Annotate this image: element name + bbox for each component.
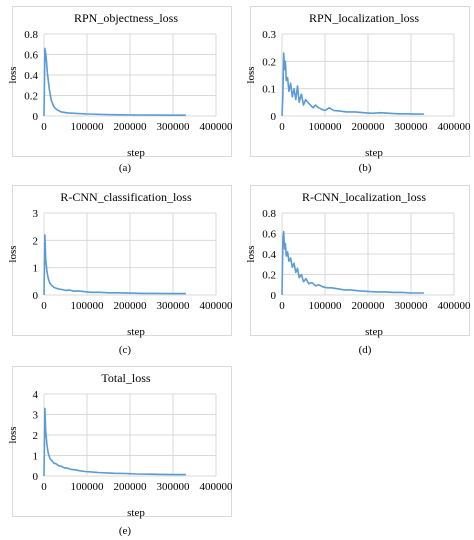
x-tick-label-e-2: 200000 (114, 481, 148, 493)
y-tick-label-e-1: 1 (33, 451, 39, 463)
x-tick-label-d-0: 0 (279, 300, 285, 312)
y-tick-label-b-1: 0.1 (262, 84, 276, 96)
y-tick-label-d-0: 0 (271, 290, 277, 302)
y-tick-label-e-2: 2 (33, 430, 39, 442)
x-tick-label-c-1: 100000 (71, 300, 105, 312)
chart-title-b: RPN_localization_loss (309, 11, 419, 25)
x-tick-label-b-4: 400000 (438, 121, 472, 133)
x-tick-label-a-1: 100000 (71, 121, 105, 133)
x-tick-label-d-1: 100000 (309, 300, 343, 312)
x-tick-label-e-4: 400000 (200, 481, 234, 493)
y-tick-label-c-2: 2 (33, 235, 39, 247)
x-tick-label-a-0: 0 (41, 121, 47, 133)
x-tick-label-a-2: 200000 (114, 121, 148, 133)
y-tick-label-d-2: 0.4 (262, 249, 276, 261)
x-tick-label-d-4: 400000 (438, 300, 472, 312)
chart-svg-d: R-CNN_localization_loss 0 100000 200000 3000… (245, 185, 472, 338)
caption-d: (d) (358, 344, 372, 356)
x-tick-label-a-3: 300000 (157, 121, 191, 133)
y-axis-label-e: loss (7, 426, 19, 443)
x-axis-label-d: step (365, 326, 383, 338)
x-tick-label-b-2: 200000 (352, 121, 386, 133)
y-tick-label-a-3: 0.6 (24, 50, 38, 62)
x-tick-label-e-0: 0 (41, 481, 47, 493)
series-line-d-0 (281, 230, 424, 296)
chart-svg-a: RPN_objectness_loss 0 100000 200000 300000 40… (7, 6, 234, 159)
chart-panel-d: R-CNN_localization_loss 0 100000 200000 3000… (245, 185, 472, 355)
series-line-b-0 (281, 52, 424, 117)
caption-e: (e) (118, 525, 132, 537)
y-tick-label-c-3: 3 (33, 208, 39, 220)
caption-c: (c) (118, 344, 132, 356)
x-tick-label-c-4: 400000 (200, 300, 234, 312)
x-tick-label-c-3: 300000 (157, 300, 191, 312)
chart-title-c: R-CNN_classification_loss (60, 190, 192, 204)
chart-frame-e (12, 366, 232, 517)
y-axis-label-b: loss (245, 66, 257, 83)
y-tick-label-a-2: 0.4 (24, 70, 38, 82)
y-tick-label-a-4: 0.8 (24, 29, 38, 41)
caption-b: (b) (358, 162, 372, 174)
y-axis-label-c: loss (7, 245, 19, 262)
y-tick-label-d-3: 0.6 (262, 229, 276, 241)
series-line-a-0 (43, 47, 186, 117)
y-tick-label-a-0: 0 (33, 111, 39, 123)
chart-panel-e: Total_loss 0 100000 200000 300000 400000 0 1 2 3 4… (7, 366, 234, 536)
x-axis-label-a: step (127, 147, 145, 159)
y-tick-label-b-3: 0.3 (262, 29, 276, 41)
chart-svg-b: RPN_localization_loss 0 100000 200000 300000… (245, 6, 472, 159)
y-tick-label-d-4: 0.8 (262, 208, 276, 220)
y-tick-label-e-0: 0 (33, 471, 39, 483)
y-tick-label-b-0: 0 (271, 111, 277, 123)
chart-title-a: RPN_objectness_loss (74, 11, 178, 25)
chart-panel-b: RPN_localization_loss 0 100000 200000 300000… (245, 6, 472, 176)
y-tick-label-b-2: 0.2 (262, 56, 276, 68)
x-axis-label-e: step (127, 507, 145, 519)
y-tick-label-c-0: 0 (33, 290, 39, 302)
chart-frame-b (250, 6, 470, 157)
x-tick-label-d-2: 200000 (352, 300, 386, 312)
series-line-c-0 (43, 234, 186, 296)
x-tick-label-b-3: 300000 (395, 121, 429, 133)
y-tick-label-a-1: 0.2 (24, 91, 38, 103)
y-tick-label-c-1: 1 (33, 263, 39, 275)
y-tick-label-e-3: 3 (33, 410, 39, 422)
chart-frame-d (250, 185, 470, 336)
chart-frame-a (12, 6, 232, 157)
x-tick-label-d-3: 300000 (395, 300, 429, 312)
y-tick-label-e-4: 4 (33, 389, 39, 401)
y-axis-label-d: loss (245, 245, 257, 262)
chart-frame-c (12, 185, 232, 336)
x-tick-label-b-1: 100000 (309, 121, 343, 133)
x-tick-label-c-0: 0 (41, 300, 47, 312)
series-line-e-0 (43, 407, 186, 477)
x-tick-label-c-2: 200000 (114, 300, 148, 312)
chart-svg-e: Total_loss 0 100000 200000 300000 400000 0 1 2 3 4… (7, 366, 234, 519)
chart-panel-a: RPN_objectness_loss 0 100000 200000 300000 40… (7, 6, 234, 176)
chart-title-e: Total_loss (101, 371, 150, 385)
x-tick-label-e-1: 100000 (71, 481, 105, 493)
x-tick-label-b-0: 0 (279, 121, 285, 133)
chart-title-d: R-CNN_localization_loss (302, 190, 426, 204)
x-tick-label-a-4: 400000 (200, 121, 234, 133)
y-tick-label-d-1: 0.2 (262, 270, 276, 282)
x-axis-label-c: step (127, 326, 145, 338)
caption-a: (a) (118, 162, 132, 174)
x-axis-label-b: step (365, 147, 383, 159)
y-axis-label-a: loss (7, 66, 19, 83)
x-tick-label-e-3: 300000 (157, 481, 191, 493)
chart-panel-c: R-CNN_classification_loss 0 100000 200000 30… (7, 185, 234, 355)
